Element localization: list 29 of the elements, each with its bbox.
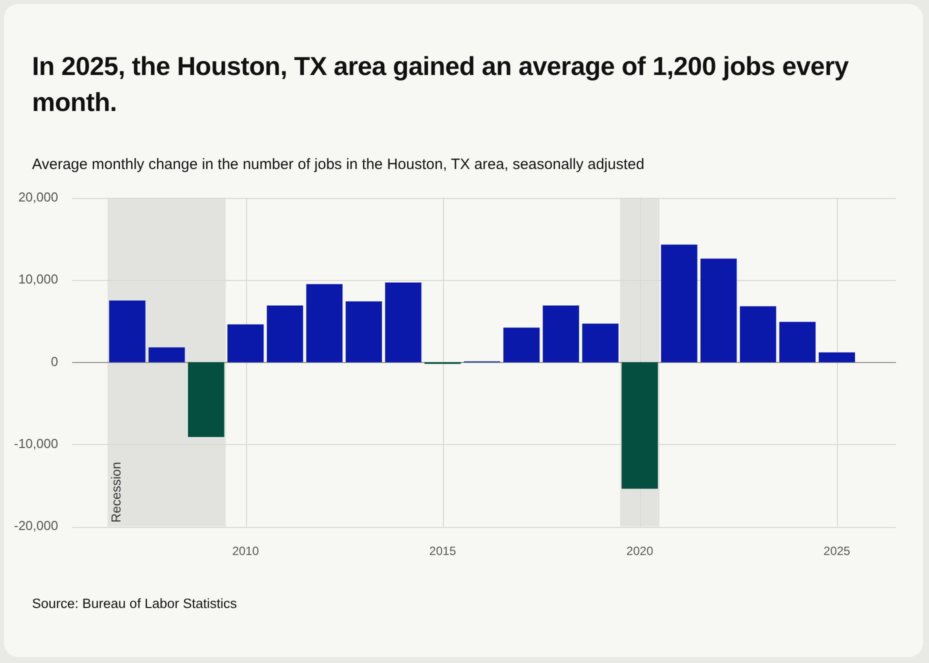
bar [385,282,422,362]
y-tick-label: 20,000 [18,189,58,204]
bar [109,300,146,362]
bar [306,284,343,362]
x-tick-label: 2025 [824,544,851,558]
chart-title: In 2025, the Houston, TX area gained an average of 1,200 jobs every month. [32,50,850,119]
bar [227,324,264,362]
x-tick-label: 2010 [232,544,260,558]
chart-subtitle: Average monthly change in the number of jobs in the Houston, TX area, seasonally adjusted [32,156,646,173]
bar [740,306,776,362]
bar [542,305,580,362]
bar [700,258,737,362]
bar [582,324,618,362]
source-note: Source: Bureau of Labor Statistics [32,596,237,611]
y-tick-label: 10,000 [18,272,58,287]
bar [188,362,224,437]
bar [503,328,540,362]
x-tick-label: 2020 [626,544,654,558]
bar [266,305,304,362]
bar [148,347,185,362]
y-tick-label: -20,000 [14,518,58,534]
band-label: Recession [108,462,124,523]
bar [779,322,816,362]
y-tick-label: 0 [50,354,58,369]
bar [346,301,382,362]
y-tick-label: -10,000 [14,436,58,451]
bar [661,244,698,362]
bar [818,352,855,362]
x-tick-label: 2015 [429,544,456,558]
